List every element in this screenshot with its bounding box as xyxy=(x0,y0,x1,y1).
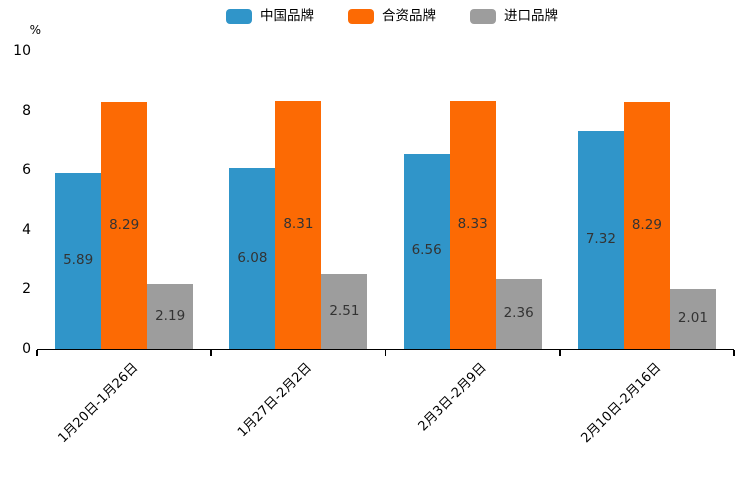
y-tick-label: 4 xyxy=(22,221,31,238)
legend-item: 合资品牌 xyxy=(348,9,436,24)
legend-swatch-icon xyxy=(470,9,496,24)
y-tick-label: 6 xyxy=(22,162,31,179)
legend-label: 中国品牌 xyxy=(260,7,314,24)
legend-item: 进口品牌 xyxy=(470,9,558,24)
x-axis-line xyxy=(37,349,734,350)
x-tick-label: 2月3日-2月9日 xyxy=(415,360,490,435)
legend-label: 合资品牌 xyxy=(382,7,436,24)
y-tick-label: 10 xyxy=(13,43,31,59)
legend-swatch-icon xyxy=(348,9,374,24)
y-axis-unit-label: % xyxy=(29,23,41,37)
x-tick-label: 2月10日-2月16日 xyxy=(577,360,664,447)
bar-value-label: 8.31 xyxy=(283,216,314,233)
x-axis-tick-mark xyxy=(210,350,213,356)
bar-进口品牌-2月3日-2月9日: 2.36 xyxy=(495,278,542,349)
y-tick-label: 2 xyxy=(22,281,31,298)
bar-value-label: 2.51 xyxy=(329,302,360,319)
bar-value-label: 8.29 xyxy=(109,216,140,233)
bar-中国品牌-2月10日-2月16日: 7.32 xyxy=(577,130,624,349)
legend-swatch-icon xyxy=(226,9,252,24)
bar-value-label: 6.08 xyxy=(237,249,268,266)
y-tick-label: 8 xyxy=(22,102,31,119)
bar-value-label: 2.19 xyxy=(155,307,186,324)
x-axis-tick-mark xyxy=(733,350,735,356)
bar-value-label: 8.33 xyxy=(457,216,488,233)
legend: 中国品牌 合资品牌 进口品牌 xyxy=(40,9,744,24)
bar-value-label: 5.89 xyxy=(63,252,94,269)
bar-合资品牌-1月27日-2月2日: 8.31 xyxy=(275,101,322,349)
x-axis-tick-mark xyxy=(558,350,561,356)
bar-合资品牌-1月20日-1月26日: 8.29 xyxy=(101,101,148,349)
bar-value-label: 2.36 xyxy=(503,305,534,322)
x-axis-tick-mark xyxy=(36,350,38,356)
legend-label: 进口品牌 xyxy=(504,7,558,24)
x-tick-label: 1月20日-1月26日 xyxy=(55,360,142,447)
bar-进口品牌-1月20日-1月26日: 2.19 xyxy=(147,283,194,349)
y-tick-label: 0 xyxy=(22,341,31,357)
bar-value-label: 7.32 xyxy=(585,231,616,248)
bar-value-label: 6.56 xyxy=(411,242,442,259)
bar-合资品牌-2月10日-2月16日: 8.29 xyxy=(623,101,670,349)
bar-合资品牌-2月3日-2月9日: 8.33 xyxy=(449,100,496,349)
bar-value-label: 8.29 xyxy=(631,216,662,233)
bar-中国品牌-2月3日-2月9日: 6.56 xyxy=(403,153,450,349)
bar-进口品牌-1月27日-2月2日: 2.51 xyxy=(321,274,368,349)
bar-中国品牌-1月20日-1月26日: 5.89 xyxy=(55,173,102,349)
legend-item: 中国品牌 xyxy=(226,9,314,24)
bar-value-label: 2.01 xyxy=(677,310,708,327)
x-tick-label: 1月27日-2月2日 xyxy=(235,360,316,441)
x-axis-tick-mark xyxy=(384,350,387,356)
bar-中国品牌-1月27日-2月2日: 6.08 xyxy=(229,167,276,349)
bar-进口品牌-2月10日-2月16日: 2.01 xyxy=(669,289,716,349)
